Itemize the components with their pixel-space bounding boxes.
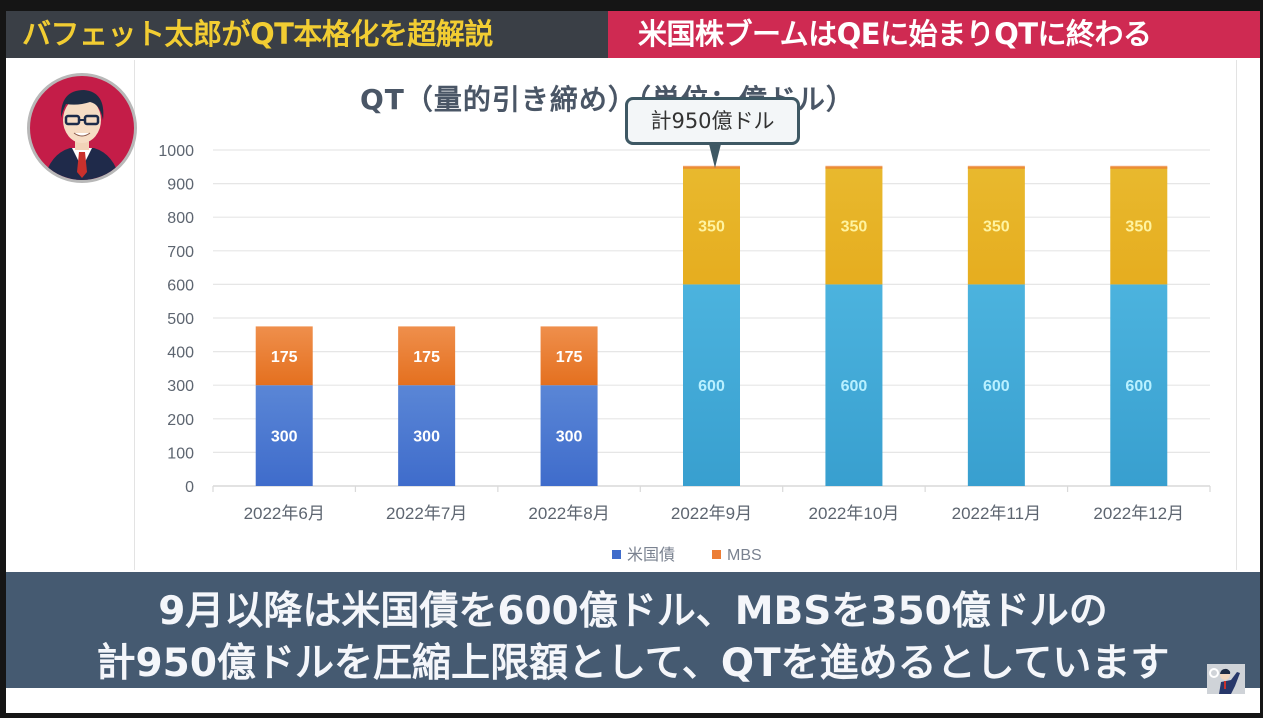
bar-treasury [967,284,1025,486]
y-tick-label: 800 [167,210,194,227]
bar-mbs [255,326,313,386]
legend-swatch-mbs [712,550,721,559]
x-tick-label: 2022年10月 [809,504,900,523]
x-tick-label: 2022年9月 [671,504,752,523]
x-tick-label: 2022年11月 [952,504,1041,523]
x-tick-label: 2022年8月 [528,504,609,523]
bar-mbs [683,166,740,285]
header-right-title: 米国株ブームはQEに始まりQTに終わる [608,11,1260,58]
subtitle-line-1: 9月以降は米国債を600億ドル、MBSを350億ドルの [158,589,1108,634]
y-tick-label: 400 [167,345,194,362]
data-label: 350 [841,219,868,236]
bar-top-edge [825,165,883,169]
right-divider [1236,60,1237,570]
bar-mbs [540,326,598,386]
bar-mbs [1110,166,1168,285]
header-left-title: バフェット太郎がQT本格化を超解説 [6,11,608,58]
legend-swatch-treasury [612,550,621,559]
y-tick-label: 100 [167,445,194,462]
y-tick-label: 500 [167,311,194,328]
bar-treasury [825,284,883,486]
y-tick-label: 0 [185,479,194,496]
bar-treasury [683,284,740,486]
bar-treasury [398,385,456,486]
bar-mbs [825,166,883,285]
bar-treasury [540,385,598,486]
y-tick-label: 200 [167,412,194,429]
y-tick-label: 900 [167,177,194,194]
data-label: 600 [841,378,868,395]
left-divider [134,60,135,570]
x-tick-label: 2022年7月 [386,504,467,523]
x-tick-label: 2022年6月 [244,504,325,523]
bar-top-edge [967,165,1025,169]
data-label: 350 [983,219,1010,236]
legend-label-mbs: MBS [727,547,762,564]
bar-top-edge [1110,165,1168,169]
subtitle-line-2: 計950億ドルを圧縮上限額として、QTを進めるとしています [96,641,1170,686]
data-label: 600 [1125,378,1152,395]
total-callout: 計950億ドル [625,97,800,145]
data-label: 175 [271,349,298,366]
host-avatar-icon [27,73,137,183]
data-label: 300 [271,429,298,446]
data-label: 350 [698,219,725,236]
data-label: 600 [698,378,725,395]
subtitle-band: 9月以降は米国債を600億ドル、MBSを350億ドルの 計950億ドルを圧縮上限… [6,572,1260,688]
data-label: 175 [556,349,583,366]
bar-mbs [398,326,456,386]
x-tick-label: 2022年12月 [1093,504,1184,523]
legend-label-treasury: 米国債 [627,545,675,564]
data-label: 350 [1125,219,1152,236]
y-tick-label: 600 [167,277,194,294]
data-label: 175 [413,349,440,366]
bar-treasury [1110,284,1168,486]
data-label: 600 [983,378,1010,395]
y-tick-label: 700 [167,244,194,261]
y-tick-label: 300 [167,378,194,395]
y-tick-label: 1000 [158,143,194,160]
bar-treasury [255,385,313,486]
presenter-thumbnail-icon [1207,664,1245,694]
callout-pointer [709,144,721,168]
bar-mbs [967,166,1025,285]
data-label: 300 [556,429,583,446]
data-label: 300 [413,429,440,446]
